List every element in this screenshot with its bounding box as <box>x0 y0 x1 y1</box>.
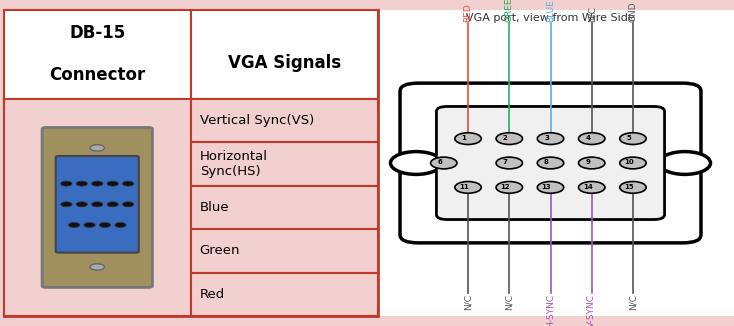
Text: Vertical Sync(VS): Vertical Sync(VS) <box>200 114 314 127</box>
Text: Green: Green <box>200 244 240 258</box>
Bar <box>191 10 378 99</box>
Text: N/C: N/C <box>505 294 514 310</box>
Circle shape <box>455 182 482 193</box>
Text: N/C: N/C <box>587 7 596 22</box>
Text: 5: 5 <box>627 135 631 141</box>
Bar <box>191 99 378 142</box>
Text: H-SYNC: H-SYNC <box>546 294 555 326</box>
Circle shape <box>578 182 605 193</box>
Circle shape <box>496 157 523 169</box>
Circle shape <box>123 202 134 207</box>
FancyBboxPatch shape <box>56 156 139 253</box>
Text: 6: 6 <box>437 159 442 165</box>
Circle shape <box>537 157 564 169</box>
Text: N/C: N/C <box>628 294 637 310</box>
Bar <box>191 229 378 273</box>
Bar <box>191 186 378 229</box>
Circle shape <box>496 133 523 144</box>
Text: VGA Signals: VGA Signals <box>228 54 341 72</box>
Bar <box>191 273 378 316</box>
FancyBboxPatch shape <box>437 107 664 219</box>
Text: GND: GND <box>628 2 637 22</box>
Text: DB-15

Connector: DB-15 Connector <box>49 24 145 84</box>
Text: BLUE: BLUE <box>546 0 555 22</box>
Circle shape <box>90 145 104 151</box>
Circle shape <box>431 157 457 169</box>
Circle shape <box>61 202 72 207</box>
Text: RED: RED <box>464 4 473 22</box>
Circle shape <box>99 222 111 228</box>
Circle shape <box>578 157 605 169</box>
Circle shape <box>123 181 134 186</box>
Circle shape <box>659 152 711 174</box>
Bar <box>4 99 191 316</box>
Text: 1: 1 <box>462 135 467 141</box>
Circle shape <box>68 222 80 228</box>
Circle shape <box>455 133 482 144</box>
Circle shape <box>90 264 104 270</box>
Text: 2: 2 <box>503 135 508 141</box>
Text: 14: 14 <box>583 184 592 189</box>
Bar <box>4 10 191 99</box>
Circle shape <box>619 157 646 169</box>
Circle shape <box>76 202 87 207</box>
Bar <box>191 142 378 186</box>
Circle shape <box>619 133 646 144</box>
Circle shape <box>537 182 564 193</box>
Bar <box>4 10 378 316</box>
Bar <box>378 10 734 316</box>
Circle shape <box>537 133 564 144</box>
Text: 11: 11 <box>459 184 469 189</box>
FancyBboxPatch shape <box>42 127 153 288</box>
Text: 9: 9 <box>585 159 590 165</box>
Circle shape <box>390 152 442 174</box>
Circle shape <box>115 222 126 228</box>
FancyBboxPatch shape <box>400 83 701 243</box>
Text: 4: 4 <box>585 135 590 141</box>
Circle shape <box>84 222 95 228</box>
Circle shape <box>496 182 523 193</box>
Text: 13: 13 <box>542 184 551 189</box>
Text: GREEN: GREEN <box>505 0 514 22</box>
Text: 15: 15 <box>624 184 633 189</box>
Text: Horizontal
Sync(HS): Horizontal Sync(HS) <box>200 150 268 178</box>
Text: 7: 7 <box>503 159 508 165</box>
Text: VGA port, view from Wire Side: VGA port, view from Wire Side <box>466 13 635 23</box>
Circle shape <box>76 181 87 186</box>
Text: 3: 3 <box>544 135 549 141</box>
Text: V-SYNC: V-SYNC <box>587 294 596 326</box>
Text: Red: Red <box>200 288 225 301</box>
Text: N/C: N/C <box>464 294 473 310</box>
Circle shape <box>107 181 118 186</box>
Circle shape <box>92 181 103 186</box>
Text: 12: 12 <box>501 184 510 189</box>
Circle shape <box>61 181 72 186</box>
Text: Blue: Blue <box>200 201 229 214</box>
Circle shape <box>92 202 103 207</box>
Circle shape <box>107 202 118 207</box>
Circle shape <box>619 182 646 193</box>
Text: 10: 10 <box>624 159 634 165</box>
Circle shape <box>578 133 605 144</box>
Text: 8: 8 <box>544 159 549 165</box>
